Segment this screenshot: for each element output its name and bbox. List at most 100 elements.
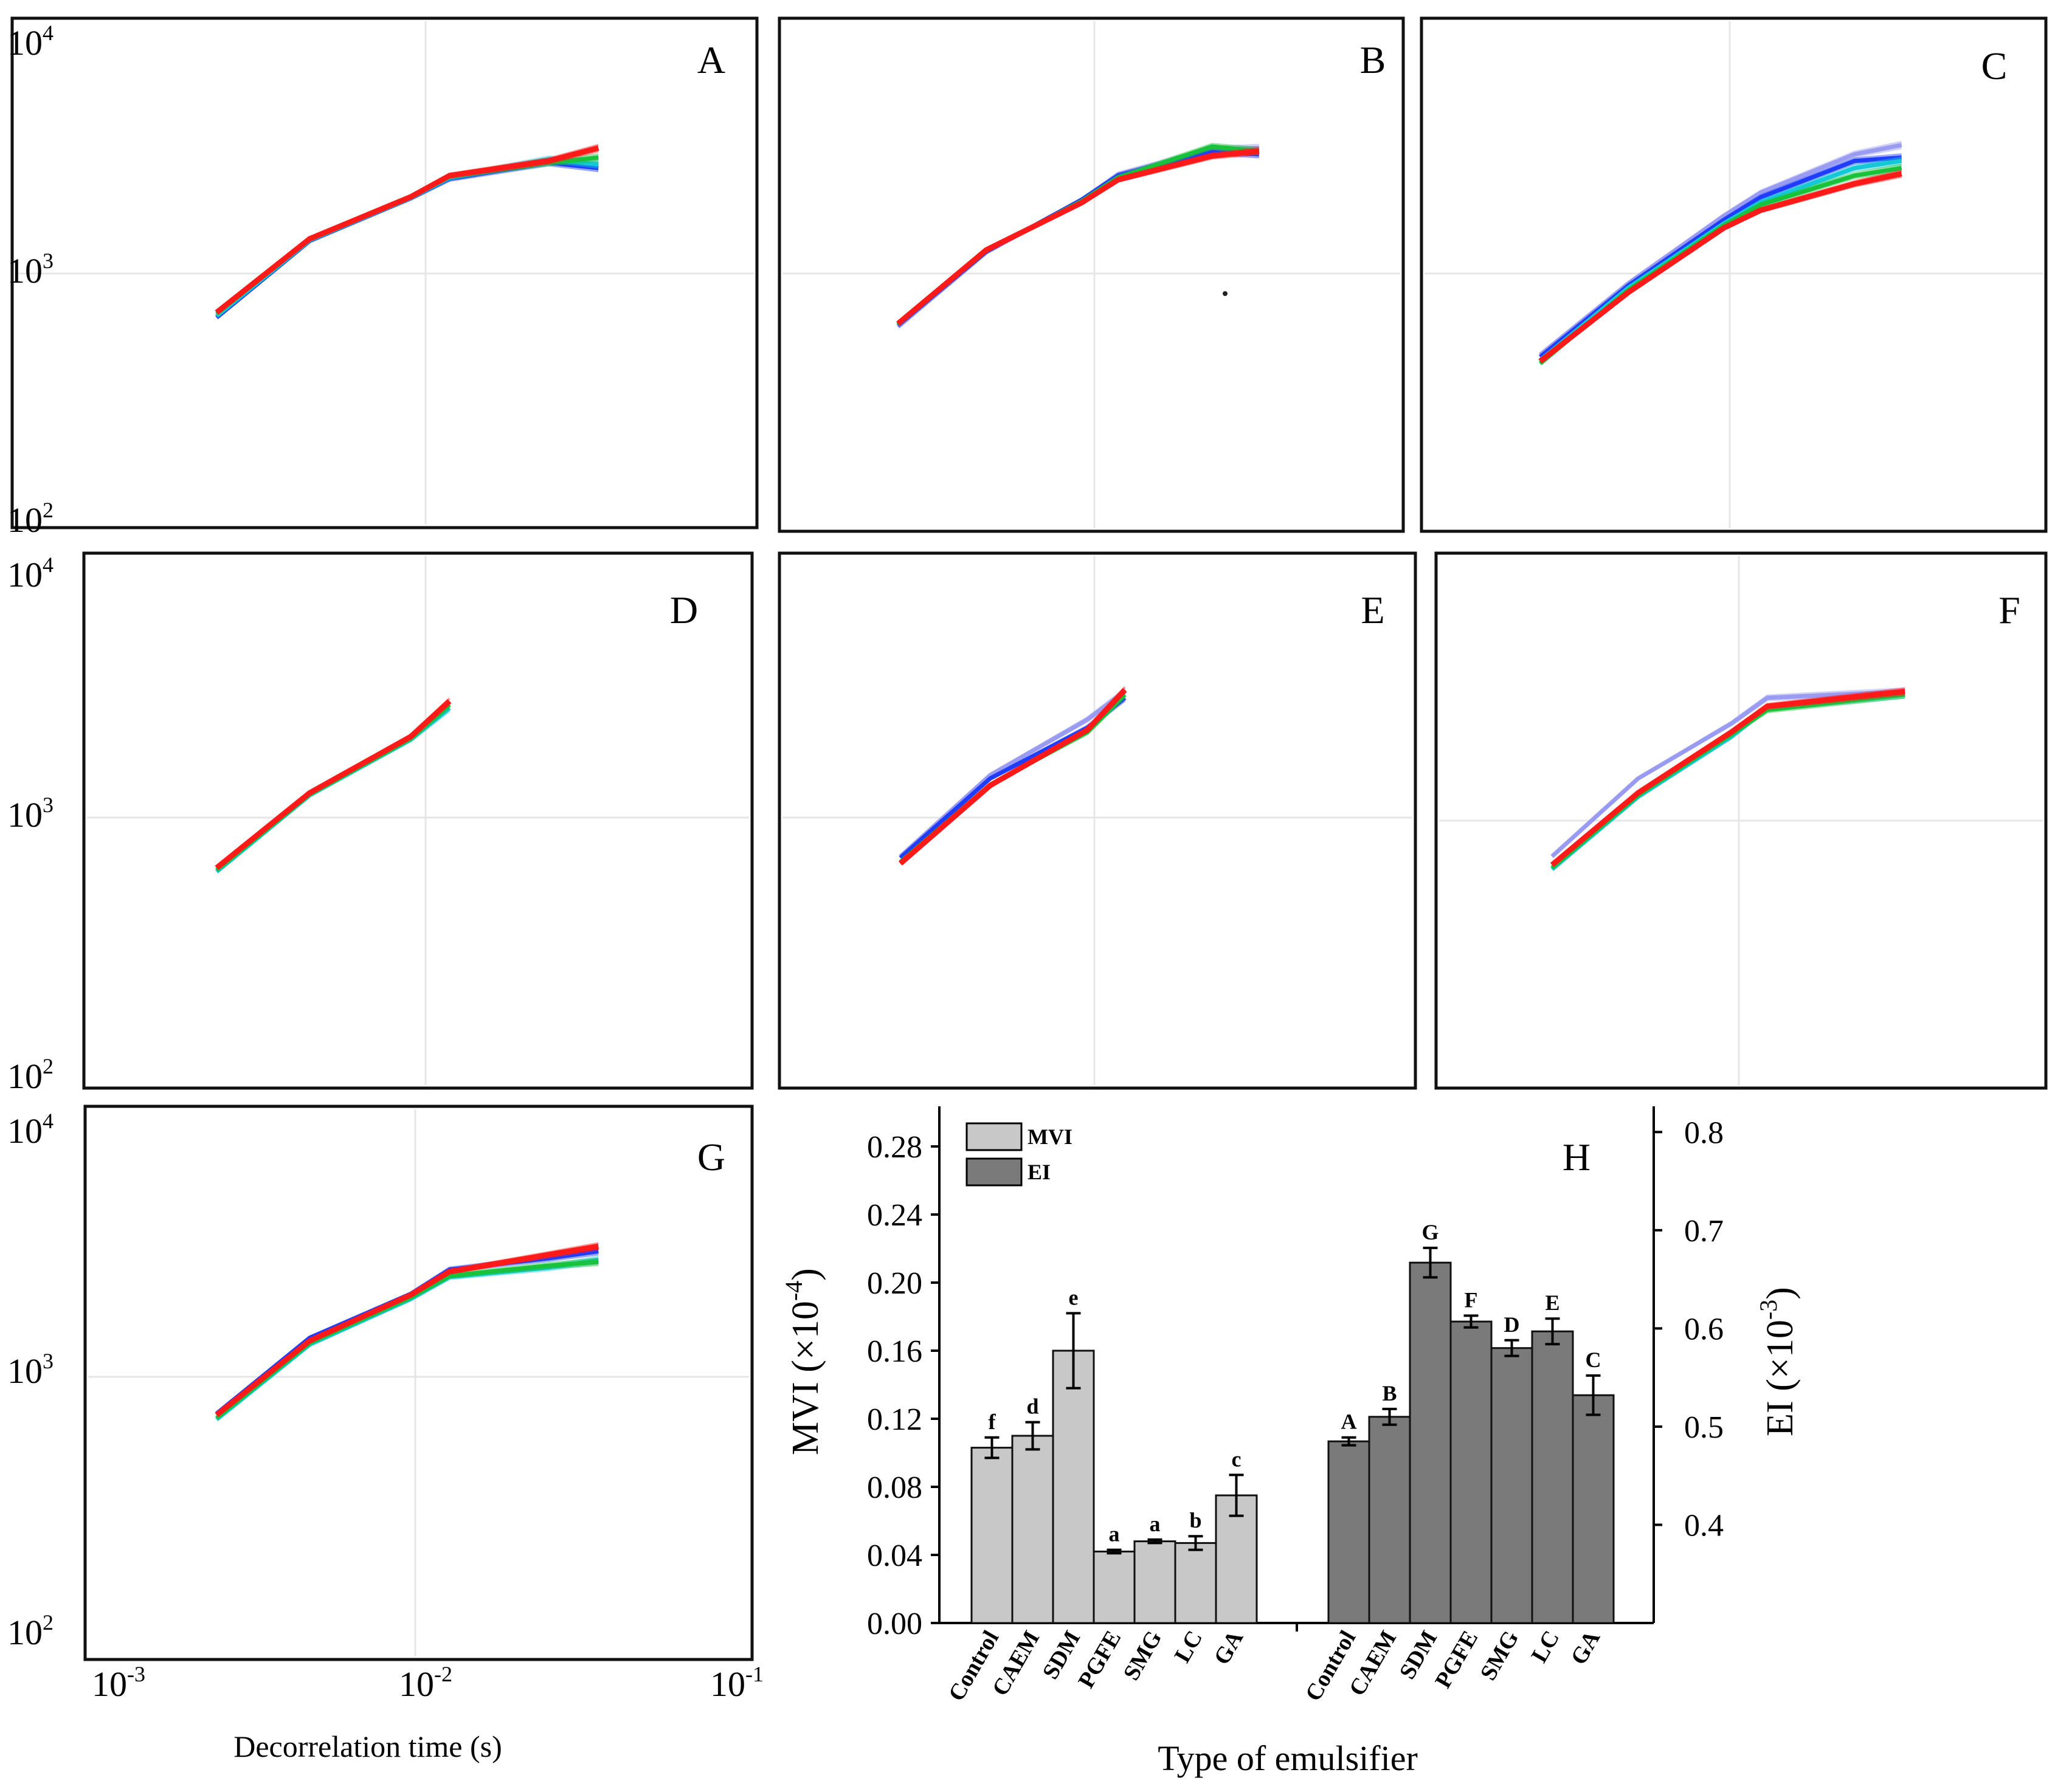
panel-letter: C <box>1981 44 2008 88</box>
significance-letter: f <box>989 1410 996 1434</box>
right-axis-title: EI (×10-3) <box>1755 1287 1801 1436</box>
panel-frame <box>83 1104 754 1661</box>
legend-swatch-ei <box>965 1157 1023 1187</box>
panel-frame <box>1420 16 2048 533</box>
left-tick-label: 0.00 <box>867 1607 922 1641</box>
panel-d: D <box>82 551 754 1090</box>
significance-letter: D <box>1504 1312 1520 1337</box>
series-line-red <box>897 153 1260 325</box>
bar-mvi <box>1011 1435 1054 1624</box>
y-tick-label: 102 <box>7 498 54 540</box>
series-line-red <box>216 1248 599 1416</box>
panel-letter: D <box>670 588 698 632</box>
right-tick-label: 0.6 <box>1684 1312 1724 1346</box>
legend-swatch-mvi <box>965 1122 1023 1151</box>
panel-g: G <box>83 1104 754 1661</box>
series-line-red <box>1538 171 1902 364</box>
bar-ei <box>1572 1394 1615 1624</box>
panel-frame <box>778 16 1405 533</box>
bar-ei <box>1327 1440 1370 1624</box>
left-tick-label: 0.24 <box>867 1198 922 1233</box>
series-line-red <box>216 703 451 869</box>
bar-ei <box>1531 1330 1574 1624</box>
right-tick-label: 0.4 <box>1684 1508 1724 1543</box>
panel-a: A <box>10 16 759 529</box>
significance-letter: E <box>1545 1291 1559 1315</box>
significance-letter: G <box>1421 1220 1439 1244</box>
panel-letter: A <box>697 38 725 81</box>
y-tick-label: 104 <box>7 21 54 63</box>
x-tick-label: 10-1 <box>710 1662 764 1704</box>
bar-mvi <box>970 1447 1014 1624</box>
bar-mvi <box>1174 1542 1217 1624</box>
left-tick-label: 0.28 <box>867 1130 922 1165</box>
panel-c: C <box>1420 16 2048 533</box>
shared-x-axis-ticks: 10-3 10-2 10-1 <box>92 1662 764 1704</box>
series-line-red <box>899 692 1126 865</box>
panel-letter: H <box>1563 1136 1590 1179</box>
left-tick-label: 0.04 <box>867 1539 922 1573</box>
panel-f: F <box>1434 551 2048 1090</box>
series-line-red <box>898 688 1127 866</box>
y-tick-label: 103 <box>7 249 54 291</box>
line-panels: A B C D E F G <box>10 16 2048 1661</box>
bar-ei <box>1368 1416 1411 1624</box>
panel-letter: G <box>697 1136 725 1179</box>
x-axis-label: Decorrelation time (s) <box>233 1729 502 1763</box>
significance-letter: C <box>1586 1348 1601 1372</box>
left-axis-title: MVI (×10-4) <box>780 1268 826 1455</box>
y-tick-label: 102 <box>7 1610 54 1652</box>
right-tick-label: 0.7 <box>1684 1214 1724 1249</box>
series-line-red <box>896 148 1260 326</box>
series-line-red <box>1550 689 1905 867</box>
y-tick-label: 103 <box>7 1349 54 1391</box>
shared-y-axis-ticks: 104 103 102 104 103 102 104 103 102 <box>7 21 54 1652</box>
right-tick-label: 0.5 <box>1684 1410 1724 1445</box>
x-tick-label: 10-3 <box>92 1662 145 1704</box>
panel-frame <box>778 551 1417 1090</box>
panel-frame <box>1434 551 2048 1090</box>
bar-ei <box>1490 1347 1533 1624</box>
panel-frame <box>10 16 759 529</box>
panel-frame <box>82 551 754 1090</box>
panel-e: E <box>778 551 1417 1090</box>
bar-mvi <box>1133 1540 1176 1624</box>
left-tick-label: 0.20 <box>867 1266 922 1301</box>
left-tick-label: 0.08 <box>867 1470 922 1505</box>
series-line-red <box>1551 693 1905 866</box>
significance-letter: a <box>1150 1512 1161 1536</box>
left-tick-label: 0.16 <box>867 1334 922 1369</box>
panel-b-speck <box>1223 291 1228 296</box>
series-line-red <box>216 150 599 314</box>
panel-letter: E <box>1361 588 1384 632</box>
significance-letter: b <box>1189 1508 1201 1532</box>
significance-letter: B <box>1382 1381 1397 1405</box>
legend-label-ei: EI <box>1028 1160 1051 1184</box>
significance-letter: A <box>1341 1410 1357 1434</box>
y-tick-label: 102 <box>7 1054 54 1096</box>
y-tick-label: 103 <box>7 793 54 835</box>
series-line-red <box>215 1243 599 1418</box>
significance-letter: a <box>1109 1522 1120 1546</box>
x-axis-title: Type of emulsifier <box>1158 1739 1418 1778</box>
series-line-lavender <box>1551 693 1905 858</box>
bar-ei <box>1449 1320 1493 1624</box>
right-tick-label: 0.8 <box>1684 1115 1724 1150</box>
bar-mvi <box>1093 1550 1136 1624</box>
panel-letter: F <box>1998 588 2020 632</box>
panel-b: B <box>778 16 1405 533</box>
significance-letter: d <box>1026 1394 1038 1419</box>
bar-ei <box>1409 1261 1452 1624</box>
series-line-red <box>1539 175 1902 363</box>
y-tick-label: 104 <box>7 553 54 594</box>
significance-letter: e <box>1069 1285 1079 1309</box>
y-tick-label: 104 <box>7 1109 54 1151</box>
legend-label-mvi: MVI <box>1028 1125 1072 1149</box>
significance-letter: c <box>1232 1447 1242 1471</box>
series-line-red <box>215 145 599 315</box>
significance-letter: F <box>1465 1287 1478 1312</box>
bar-mvi <box>1052 1349 1095 1624</box>
left-tick-label: 0.12 <box>867 1402 922 1437</box>
x-tick-label: 10-2 <box>399 1662 452 1704</box>
